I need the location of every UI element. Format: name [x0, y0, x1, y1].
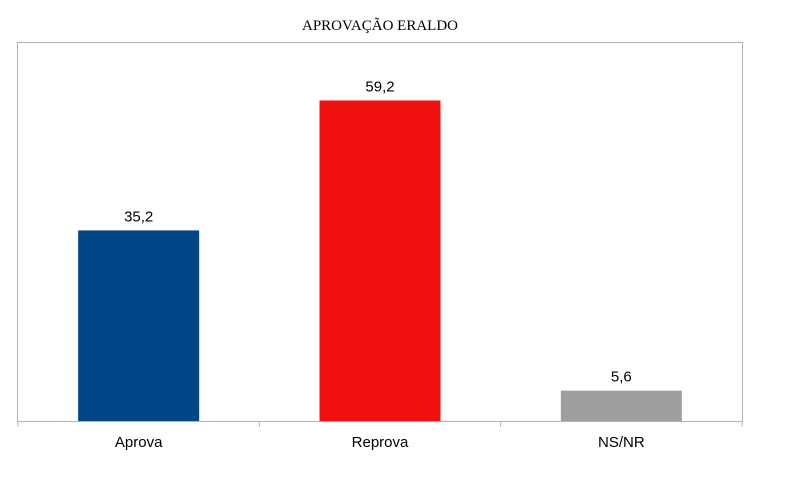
- bars-layer: [78, 100, 682, 421]
- labels-layer: 35,2 Aprova 59,2 Reprova 5,6 NS/NR: [115, 78, 645, 451]
- bar-ns-nr: [560, 390, 682, 421]
- chart-title: APROVAÇÃO ERALDO: [302, 18, 458, 34]
- bar-aprova: [78, 230, 200, 421]
- data-label: 59,2: [365, 78, 394, 95]
- x-tick-label: Reprova: [352, 434, 409, 451]
- bar-reprova: [319, 100, 441, 421]
- x-tick-label: NS/NR: [598, 434, 645, 451]
- data-label: 5,6: [611, 369, 632, 386]
- x-tick-label: Aprova: [115, 434, 163, 451]
- plot-area-border: [17, 42, 743, 422]
- x-axis-ticks: [17, 421, 743, 427]
- data-label: 35,2: [124, 208, 153, 225]
